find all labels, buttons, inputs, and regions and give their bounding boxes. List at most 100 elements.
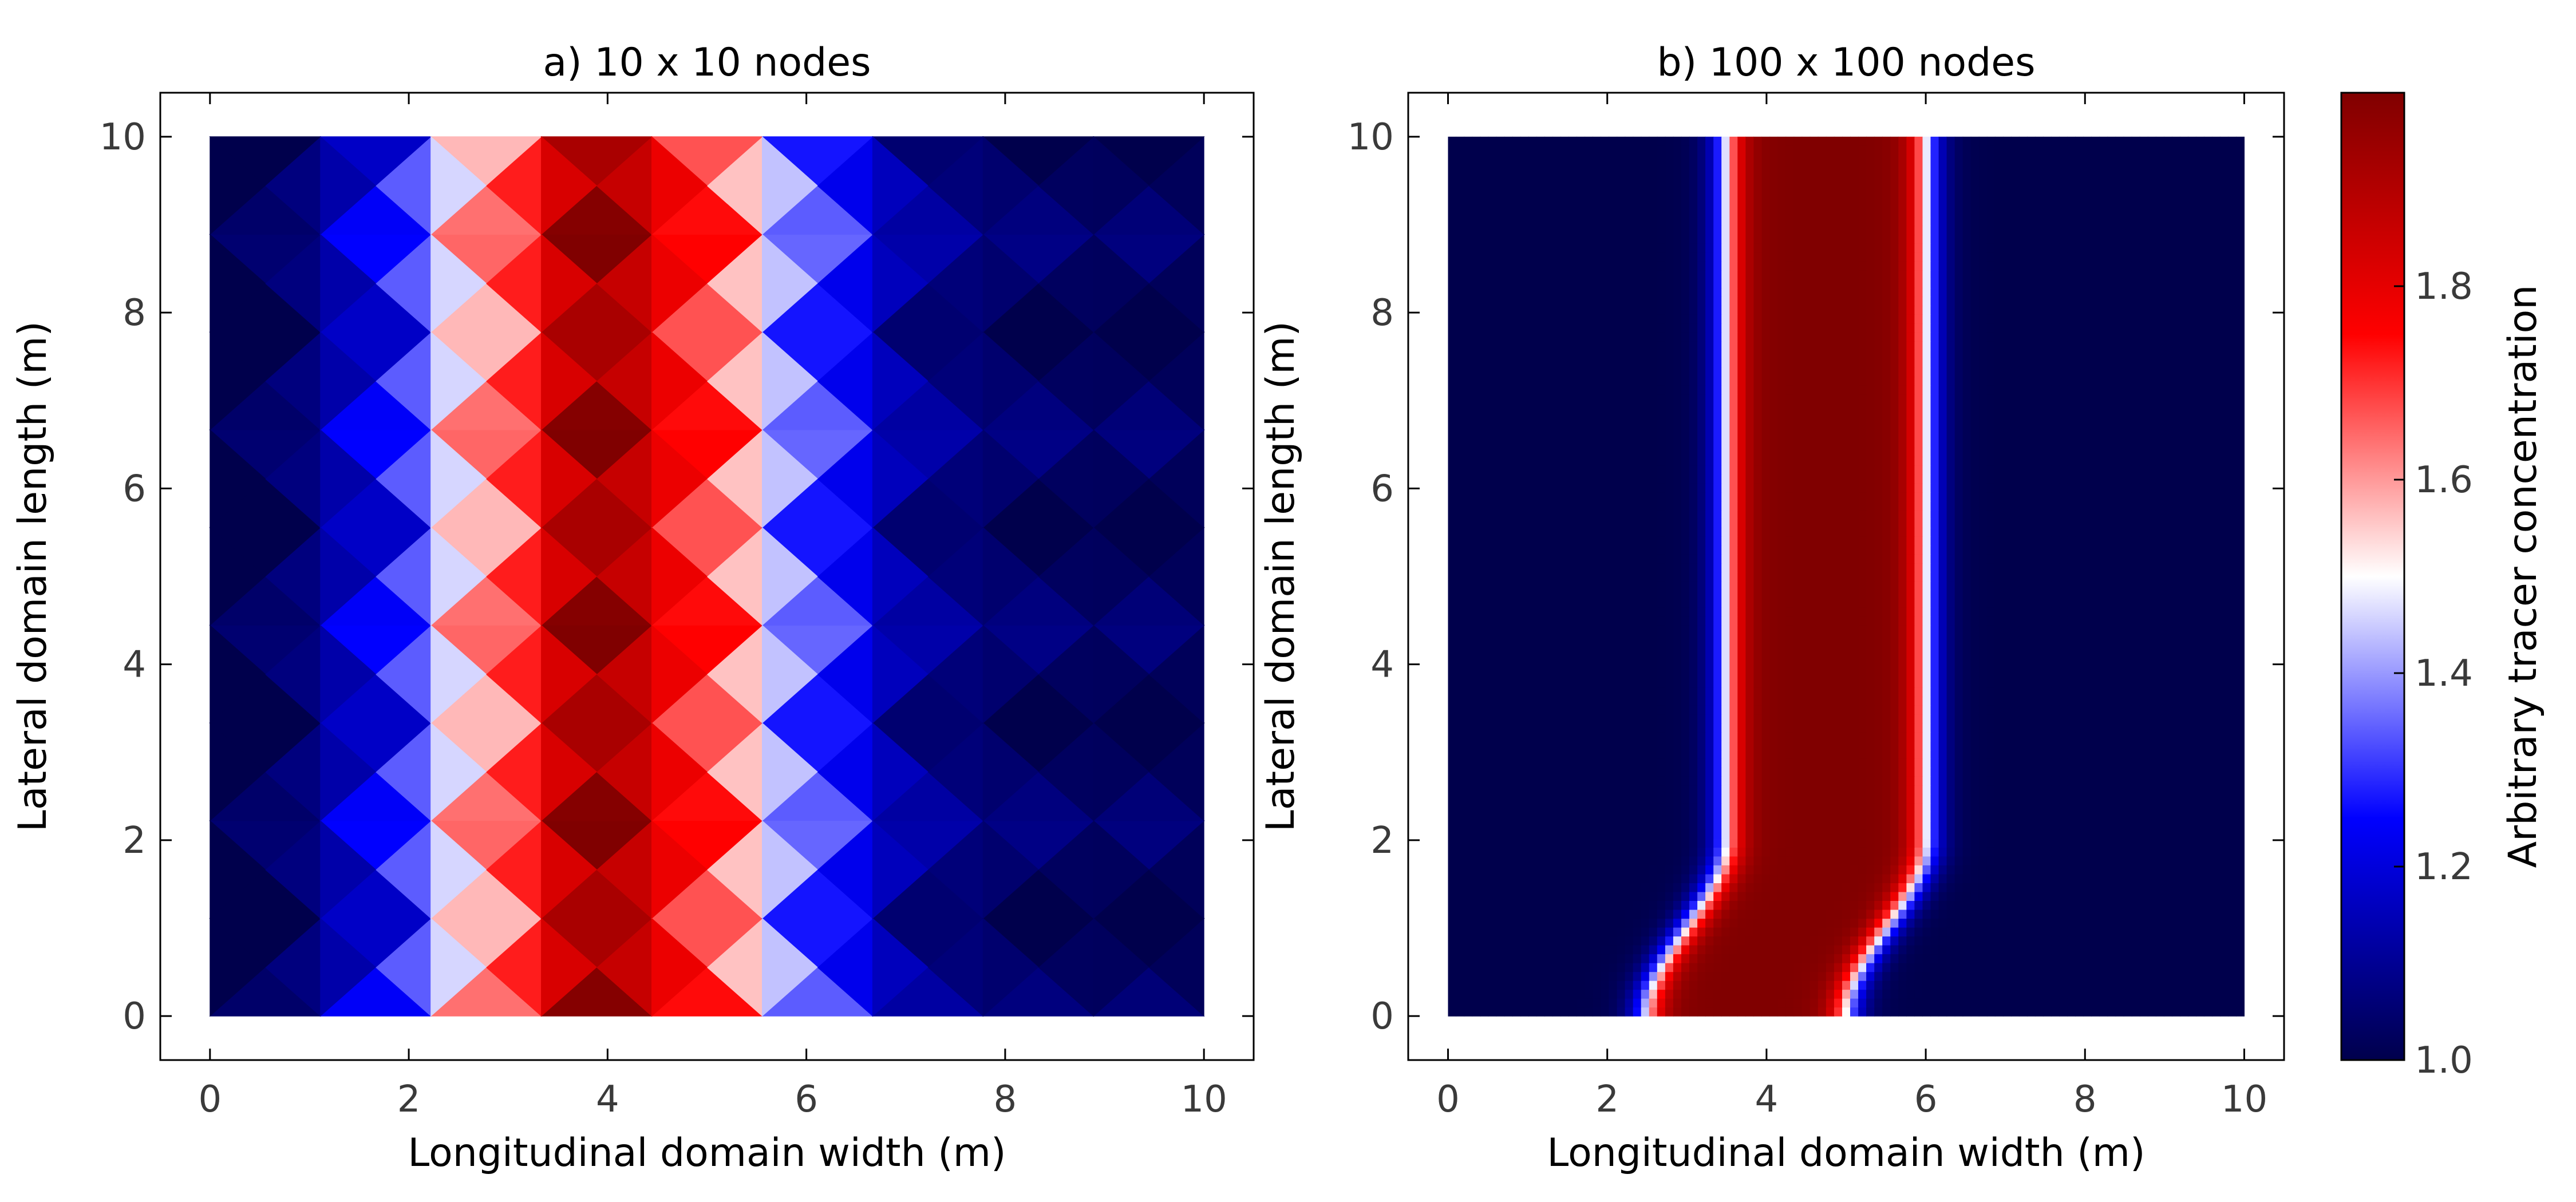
heatmap-cell (1657, 741, 1666, 750)
heatmap-cell (1673, 998, 1682, 1008)
heatmap-cell (1633, 998, 1642, 1008)
heatmap-cell (1585, 918, 1593, 928)
heatmap-cell (1472, 963, 1481, 972)
heatmap-cell (2075, 625, 2084, 635)
heatmap-cell (1713, 900, 1722, 910)
heatmap-cell (1954, 802, 1963, 812)
heatmap-cell (1842, 723, 1851, 733)
heatmap-cell (2083, 661, 2092, 670)
heatmap-cell (2067, 820, 2076, 830)
heatmap-cell (1528, 767, 1537, 777)
heatmap-cell (2043, 873, 2052, 883)
heatmap-cell (2003, 705, 2012, 715)
heatmap-cell (1633, 678, 1642, 688)
heatmap-cell (1769, 598, 1779, 608)
heatmap-cell (2051, 980, 2060, 990)
heatmap-cell (2003, 856, 2012, 865)
heatmap-cell (1568, 634, 1577, 643)
heatmap-cell (2236, 856, 2245, 865)
heatmap-cell (1577, 661, 1585, 670)
heatmap-cell (1601, 900, 1610, 910)
heatmap-cell (1826, 794, 1835, 804)
heatmap-cell (1898, 705, 1907, 715)
heatmap-cell (1673, 838, 1682, 848)
heatmap-cell (2115, 643, 2124, 653)
heatmap-cell (2091, 741, 2100, 750)
heatmap-cell (1737, 625, 1746, 635)
heatmap-cell (1769, 669, 1779, 679)
heatmap-cell (2067, 687, 2076, 697)
heatmap-cell (2035, 714, 2044, 723)
heatmap-cell (1946, 838, 1955, 848)
heatmap-cell (1472, 936, 1481, 946)
heatmap-cell (1697, 723, 1706, 733)
heatmap-cell (1842, 598, 1851, 608)
heatmap-cell (1818, 758, 1827, 768)
heatmap-cell (1472, 883, 1481, 892)
heatmap-cell (1986, 873, 1996, 883)
heatmap-cell (2059, 838, 2068, 848)
heatmap-cell (1464, 767, 1473, 777)
heatmap-cell (1930, 687, 1939, 697)
heatmap-cell (1560, 705, 1569, 715)
heatmap-cell (1842, 829, 1851, 839)
heatmap-cell (1665, 767, 1674, 777)
heatmap-cell (2180, 705, 2188, 715)
heatmap-cell (1697, 634, 1706, 643)
heatmap-cell (1753, 741, 1762, 750)
heatmap-cell (2027, 838, 2036, 848)
heatmap-cell (1512, 741, 1521, 750)
heatmap-cell (2011, 936, 2020, 946)
heatmap-cell (1962, 998, 1971, 1008)
heatmap-cell (1520, 802, 1529, 812)
heatmap-cell (1552, 820, 1561, 830)
heatmap-cell (1882, 634, 1891, 643)
heatmap-cell (2139, 945, 2148, 955)
heatmap-cell (1906, 749, 1915, 759)
heatmap-cell (2091, 829, 2100, 839)
heatmap-cell (1994, 989, 2004, 999)
heatmap-cell (2212, 856, 2221, 865)
heatmap-cell (1649, 651, 1658, 661)
heatmap-cell (1544, 980, 1553, 990)
heatmap-cell (1946, 687, 1955, 697)
heatmap-cell (1946, 900, 1955, 910)
heatmap-cell (1946, 954, 1955, 963)
heatmap-cell (2196, 767, 2204, 777)
heatmap-cell (1906, 607, 1915, 617)
heatmap-cell (1480, 669, 1489, 679)
heatmap-cell (2228, 945, 2237, 955)
heatmap-cell (2043, 714, 2052, 723)
heatmap-cell (1697, 651, 1706, 661)
heatmap-cell (1954, 749, 1963, 759)
heatmap-cell (1866, 669, 1875, 679)
heatmap-cell (2196, 705, 2204, 715)
heatmap-cell (1673, 607, 1682, 617)
heatmap-cell (1922, 1007, 1931, 1017)
heatmap-cell (1761, 847, 1771, 857)
heatmap-cell (2091, 607, 2100, 617)
heatmap-cell (2236, 705, 2245, 715)
heatmap-cell (1536, 847, 1545, 857)
heatmap-cell (1938, 891, 1947, 901)
heatmap-cell (1970, 643, 1980, 653)
heatmap-cell (2147, 927, 2156, 937)
heatmap-cell (2115, 661, 2124, 670)
heatmap-cell (1890, 785, 1899, 794)
heatmap-cell (1834, 856, 1843, 865)
heatmap-cell (2051, 669, 2060, 679)
heatmap-cell (2027, 865, 2036, 875)
heatmap-cell (2019, 785, 2028, 794)
heatmap-cell (1713, 723, 1722, 733)
heatmap-cell (1761, 794, 1771, 804)
heatmap-cell (872, 527, 929, 626)
heatmap-cell (1970, 705, 1980, 715)
heatmap-cell (1617, 873, 1626, 883)
heatmap-cell (1560, 696, 1569, 706)
heatmap-cell (2220, 820, 2229, 830)
heatmap-cell (1705, 669, 1714, 679)
heatmap-cell (2155, 838, 2164, 848)
heatmap-cell (1496, 616, 1505, 626)
heatmap-cell (1560, 669, 1569, 679)
heatmap-cell (1504, 705, 1513, 715)
